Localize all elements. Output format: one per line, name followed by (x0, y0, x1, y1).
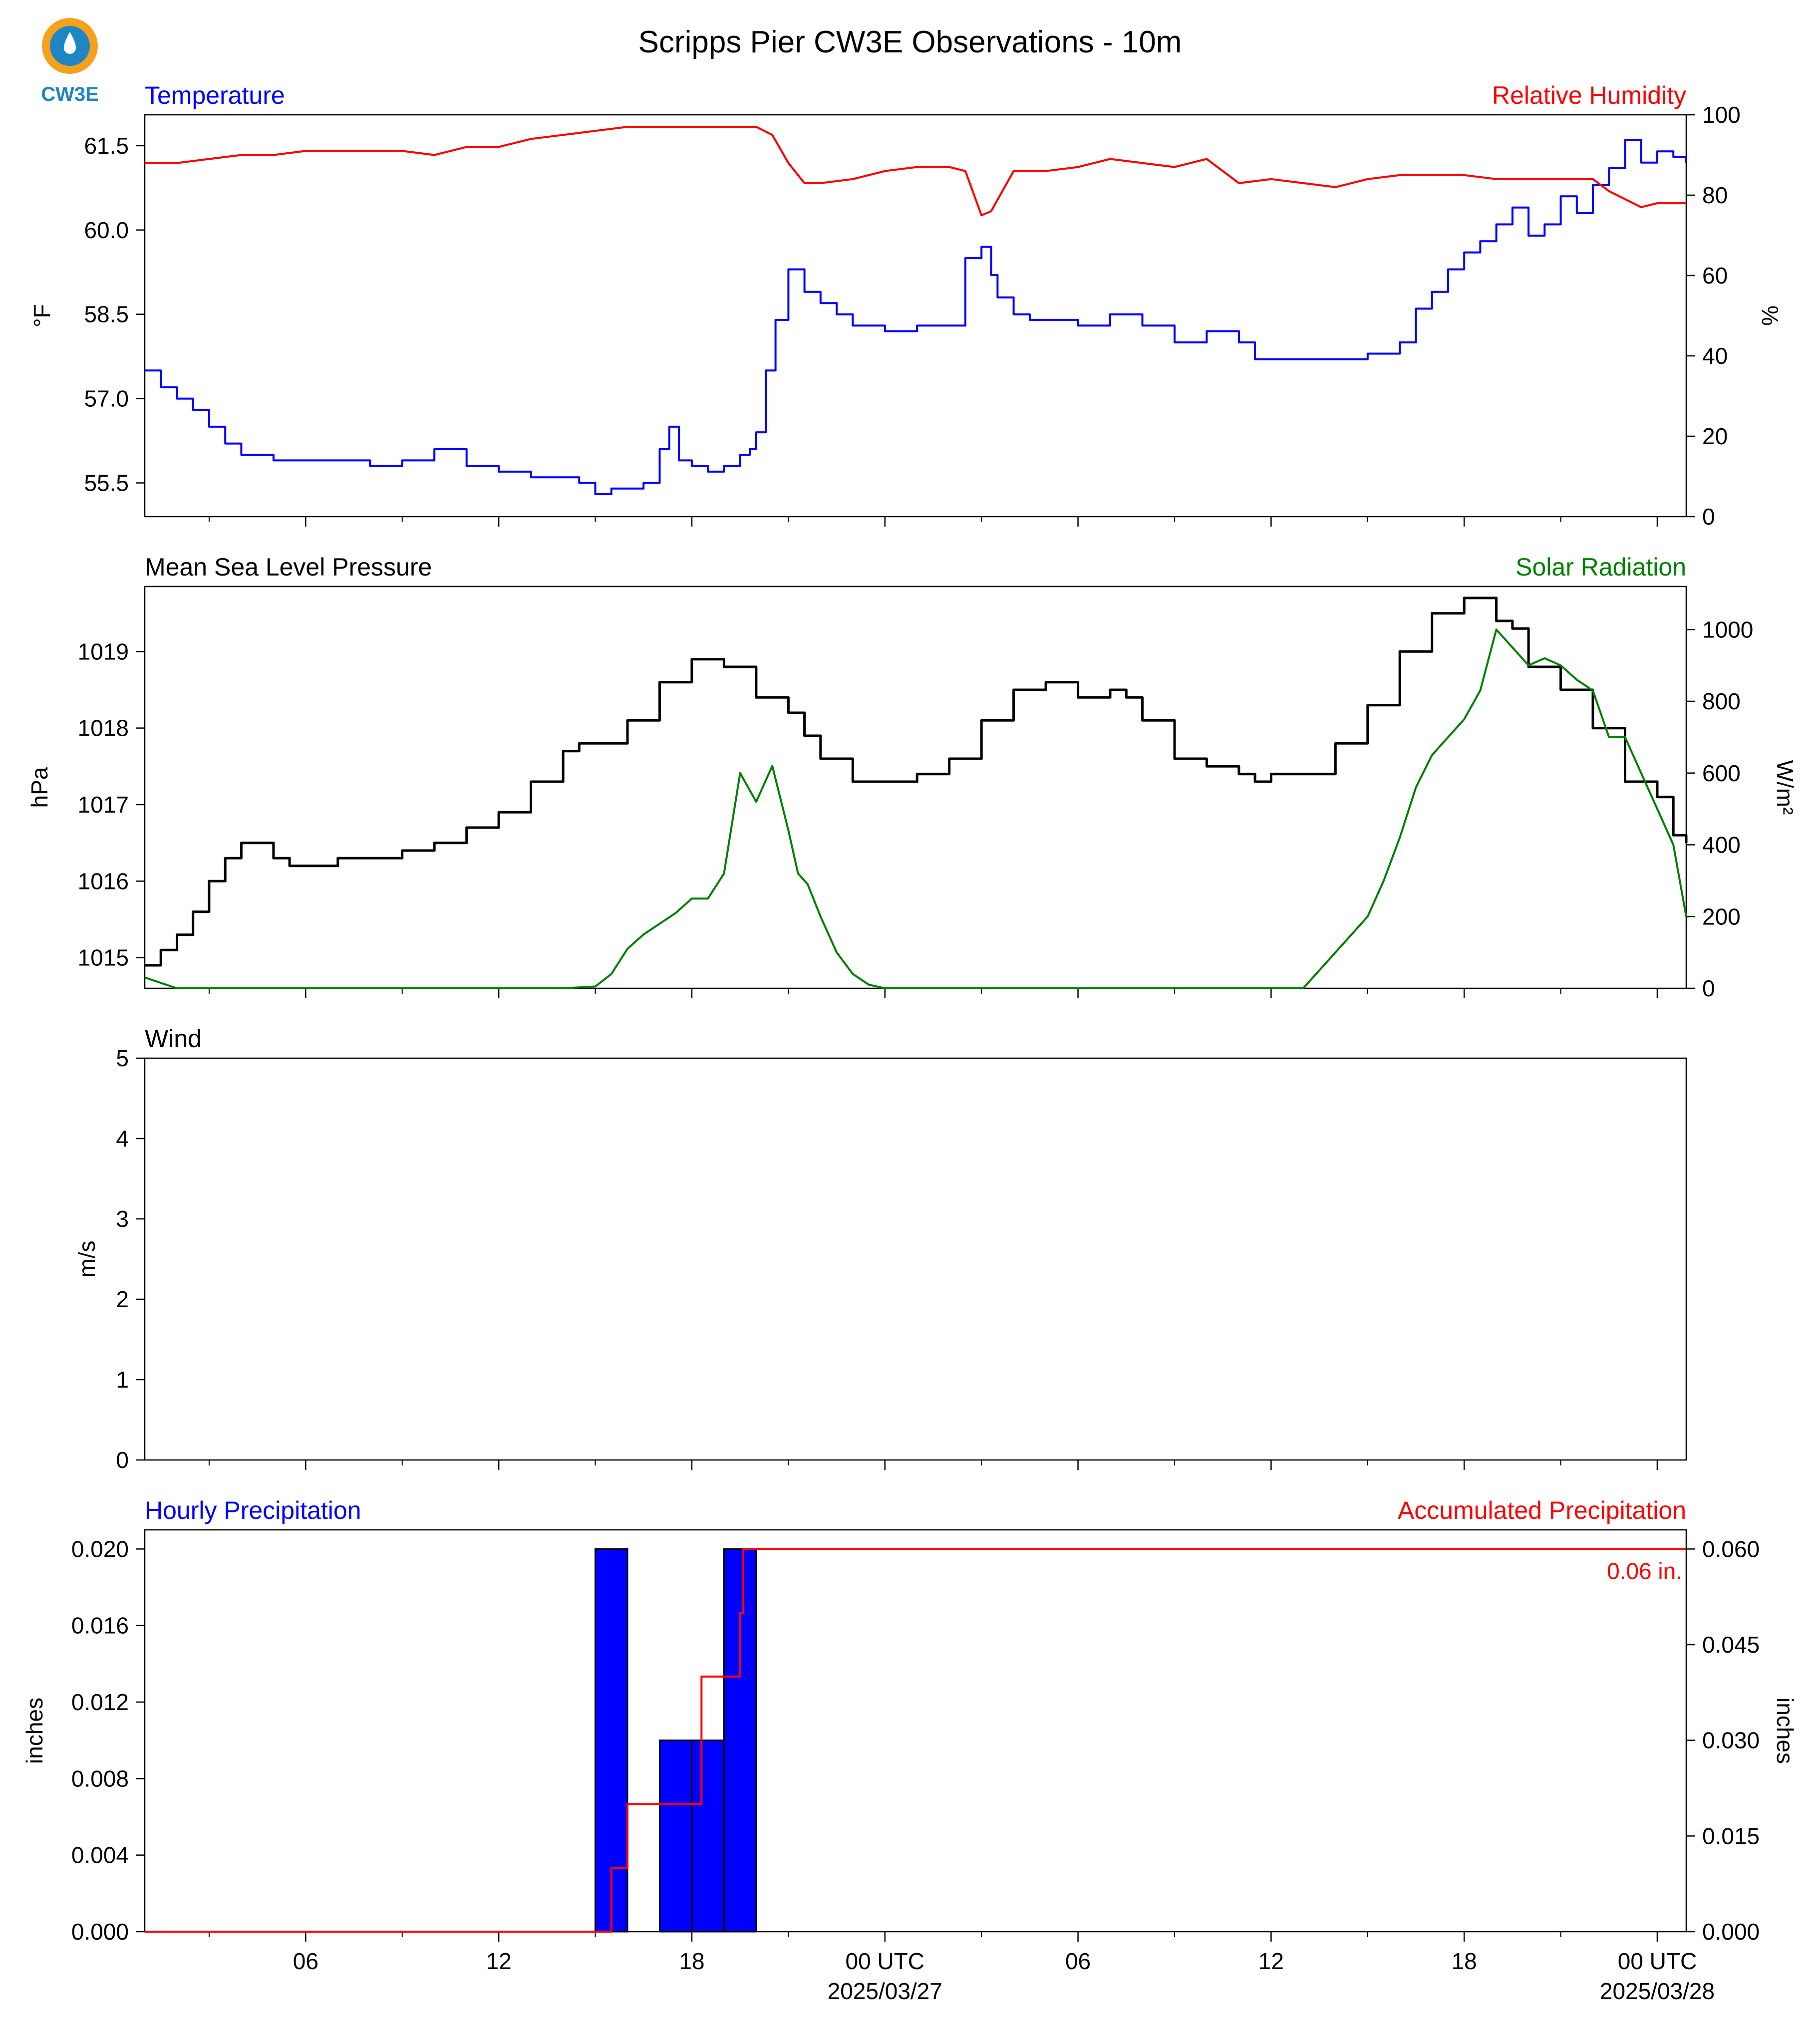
x-tick-label: 06 (1065, 1948, 1091, 1974)
x-tick-label: 12 (486, 1948, 512, 1974)
y-tick-label: 4 (116, 1126, 129, 1152)
droplet-icon (64, 32, 76, 54)
panel-title-left: Wind (145, 1025, 202, 1053)
y-tick-label: 55.5 (84, 470, 129, 496)
y-axis-label: m/s (74, 1240, 100, 1277)
x-tick-label: 18 (1452, 1948, 1477, 1974)
y-tick-label: 0.008 (71, 1765, 129, 1791)
panel-title-left: Temperature (145, 81, 285, 109)
y-tick-label: 61.5 (84, 133, 129, 159)
y-tick-label-right: 400 (1702, 832, 1741, 858)
y-tick-label-right: 0.000 (1702, 1919, 1760, 1945)
y-tick-label-right: 0.015 (1702, 1823, 1760, 1849)
panel-title-left: Hourly Precipitation (145, 1496, 361, 1524)
logo-text: CW3E (41, 83, 99, 105)
y-tick-label-right: 0 (1702, 504, 1715, 530)
temperature-line (145, 139, 1687, 495)
mean-sea-level-pressure-line (145, 596, 1688, 967)
y-tick-label: 58.5 (84, 301, 129, 327)
chart-panel-3: Wind 0 1 2 3 4 5 m/s (74, 1025, 1687, 1473)
y-tick-label-right: 200 (1702, 903, 1741, 929)
y-tick-label: 60.0 (84, 217, 129, 243)
y-tick-label: 3 (116, 1206, 129, 1232)
y-tick-label: 0.004 (71, 1842, 129, 1868)
x-tick-label: 18 (679, 1948, 704, 1974)
y-tick-label: 57.0 (84, 386, 129, 412)
x-tick-label: 12 (1258, 1948, 1284, 1974)
y-tick-label: 0 (116, 1447, 129, 1473)
chart-panel-4: Hourly Precipitation Accumulated Precipit… (21, 1496, 1798, 2004)
y-axis-label-right: % (1757, 305, 1783, 326)
figure-title: Scripps Pier CW3E Observations - 10m (638, 25, 1182, 59)
y-tick-label: 2 (116, 1286, 129, 1312)
y-tick-label: 1015 (78, 945, 129, 971)
accumulated-total-label: 0.06 in. (1607, 1558, 1682, 1584)
x-date-label: 2025/03/27 (828, 1978, 942, 2004)
y-tick-label-right: 80 (1702, 182, 1728, 208)
panel-title-right: Accumulated Precipitation (1398, 1496, 1686, 1524)
plot-frame (144, 114, 1687, 518)
x-tick-label: 00 UTC (846, 1948, 924, 1974)
plot-frame (144, 1529, 1687, 1933)
y-tick-label-right: 60 (1702, 263, 1728, 289)
panel-title-right: Relative Humidity (1492, 81, 1686, 109)
y-tick-label: 0.016 (71, 1613, 129, 1639)
y-tick-label-right: 20 (1702, 423, 1728, 449)
y-tick-label-right: 0 (1702, 975, 1715, 1001)
y-tick-label-right: 0.030 (1702, 1728, 1760, 1753)
precip-bar (658, 1739, 693, 1933)
panel-title-right: Solar Radiation (1516, 553, 1686, 581)
chart-panel-2: Mean Sea Level Pressure Solar Radiation 10… (26, 553, 1798, 1001)
y-tick-label: 0.020 (71, 1536, 129, 1562)
y-tick-label: 1018 (78, 715, 129, 741)
y-tick-label: 1017 (78, 792, 129, 818)
y-tick-label: 1 (116, 1367, 129, 1393)
chart-panel-1: Temperature Relative Humidity 55.5 57.0 58.5… (29, 81, 1783, 530)
y-axis-label: hPa (26, 767, 52, 808)
x-date-label: 2025/03/28 (1600, 1978, 1715, 2004)
y-axis-label: inches (21, 1698, 47, 1764)
relative-humidity-line (145, 126, 1686, 217)
y-tick-label-right: 0.060 (1702, 1536, 1760, 1562)
y-tick-label: 1016 (78, 868, 129, 894)
precip-bar (691, 1739, 725, 1933)
y-tick-label-right: 600 (1702, 760, 1741, 786)
y-axis-label-right: inches (1772, 1698, 1798, 1764)
plot-frame (144, 585, 1687, 989)
y-tick-label: 0.000 (71, 1919, 129, 1945)
x-tick-label: 06 (293, 1948, 318, 1974)
y-tick-label-right: 0.045 (1702, 1632, 1760, 1658)
y-axis-label: °F (29, 304, 55, 327)
y-tick-label-right: 100 (1702, 102, 1741, 128)
cw3e-logo: CW3E (41, 18, 99, 105)
y-axis-label-right: W/m² (1772, 760, 1798, 815)
accumulated-precipitation-line (145, 1548, 1686, 1933)
plot-frame (144, 1057, 1687, 1461)
precip-bar (723, 1548, 757, 1933)
solar-radiation-line (144, 628, 1687, 989)
y-tick-label-right: 40 (1702, 343, 1728, 369)
y-tick-label-right: 1000 (1702, 616, 1753, 642)
y-tick-label-right: 800 (1702, 688, 1741, 714)
y-tick-label: 0.012 (71, 1689, 129, 1715)
y-tick-label: 5 (116, 1045, 129, 1071)
y-tick-label: 1019 (78, 638, 129, 664)
panel-title-left: Mean Sea Level Pressure (145, 553, 432, 581)
x-tick-label: 00 UTC (1618, 1948, 1697, 1974)
